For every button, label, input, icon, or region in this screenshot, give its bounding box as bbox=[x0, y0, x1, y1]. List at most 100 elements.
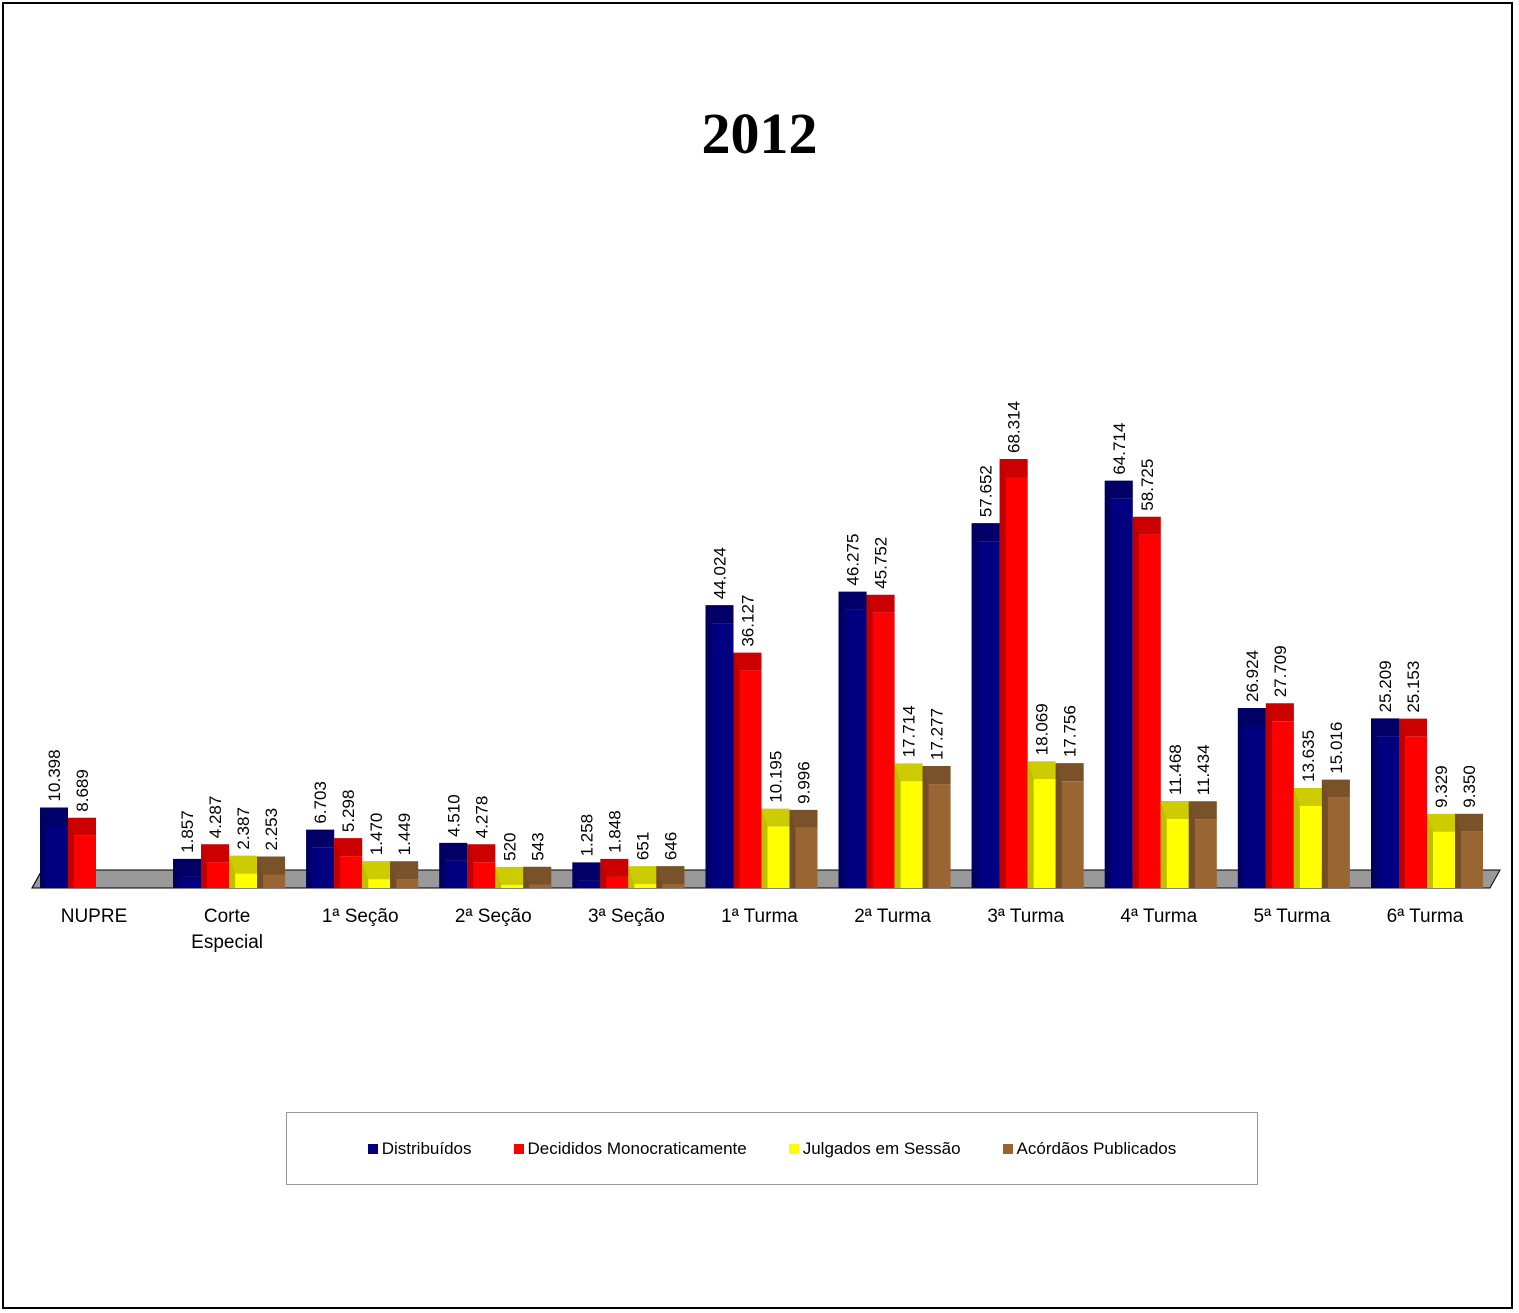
bar-shade bbox=[439, 842, 446, 888]
bar-top bbox=[390, 861, 419, 880]
bar bbox=[229, 855, 258, 888]
data-label: 1.470 bbox=[367, 813, 386, 856]
category-label: 3ª Seção bbox=[588, 906, 665, 927]
bar bbox=[68, 817, 96, 888]
bar-shade bbox=[173, 858, 180, 888]
bar-shade bbox=[600, 858, 607, 888]
bar-top bbox=[257, 856, 286, 875]
data-label: 10.195 bbox=[767, 751, 786, 803]
data-label: 11.434 bbox=[1194, 744, 1213, 795]
legend-swatch bbox=[367, 1143, 378, 1154]
bar-front bbox=[523, 884, 552, 888]
data-label: 27.709 bbox=[1271, 645, 1290, 697]
bar-front bbox=[495, 884, 524, 888]
data-label: 64.714 bbox=[1110, 423, 1129, 475]
bar bbox=[705, 605, 734, 888]
data-label: 6.703 bbox=[311, 781, 330, 824]
bar bbox=[306, 829, 335, 888]
category-label: 2ª Turma bbox=[854, 906, 931, 927]
bar-shade bbox=[257, 856, 264, 888]
data-label: 4.278 bbox=[472, 796, 491, 839]
bar bbox=[1455, 813, 1483, 888]
bar bbox=[1371, 718, 1399, 888]
bar-shade bbox=[523, 866, 530, 888]
bar-front bbox=[229, 873, 258, 888]
bar-top bbox=[439, 842, 468, 861]
bar-top bbox=[600, 858, 629, 877]
bar-shade bbox=[334, 838, 341, 888]
data-label: 1.857 bbox=[178, 810, 197, 853]
bar-top bbox=[1371, 718, 1399, 737]
data-label: 543 bbox=[528, 832, 547, 860]
category-label: NUPRE bbox=[61, 906, 128, 927]
bar-shade bbox=[894, 763, 901, 888]
bar-top bbox=[1265, 703, 1294, 722]
bar-front bbox=[173, 876, 202, 888]
bar-top bbox=[838, 591, 867, 610]
bar-top bbox=[229, 855, 258, 874]
bar-top bbox=[1455, 813, 1483, 832]
category-label: 2ª Seção bbox=[455, 906, 532, 927]
bar bbox=[733, 652, 762, 888]
data-label: 2.253 bbox=[262, 808, 281, 851]
bar-shade bbox=[201, 844, 208, 888]
bar bbox=[1027, 761, 1056, 888]
data-label: 45.752 bbox=[872, 537, 891, 589]
data-label: 9.329 bbox=[1432, 765, 1451, 808]
bar bbox=[1188, 801, 1217, 888]
bar bbox=[628, 866, 657, 888]
bar bbox=[201, 844, 230, 888]
bar-shade bbox=[789, 809, 796, 888]
bar-top bbox=[1321, 779, 1350, 798]
bar-shade bbox=[1427, 813, 1433, 888]
bar-top bbox=[523, 866, 552, 885]
data-label: 1.449 bbox=[395, 813, 414, 856]
bar-top bbox=[68, 817, 96, 836]
bar bbox=[1427, 813, 1455, 888]
data-label: 646 bbox=[661, 832, 680, 860]
bar bbox=[173, 858, 202, 888]
bar-top bbox=[1027, 761, 1056, 780]
bar-front bbox=[257, 874, 286, 888]
bar-front bbox=[390, 879, 419, 888]
bar-shade bbox=[1055, 763, 1062, 888]
bar-top bbox=[1188, 801, 1217, 820]
category-label: 1ª Seção bbox=[322, 906, 399, 927]
legend-label: Distribuídos bbox=[381, 1138, 472, 1158]
bar bbox=[1293, 787, 1322, 888]
bar-shade bbox=[362, 861, 369, 888]
bar-shade bbox=[68, 817, 74, 888]
bar-top bbox=[334, 838, 363, 857]
data-label: 15.016 bbox=[1327, 722, 1346, 774]
bar-front bbox=[628, 884, 657, 888]
bar-top bbox=[733, 652, 762, 671]
bar bbox=[334, 838, 363, 888]
bar-shade bbox=[866, 594, 873, 888]
data-label: 46.275 bbox=[844, 534, 863, 586]
bar bbox=[1132, 516, 1161, 888]
bar-top bbox=[761, 808, 790, 827]
data-label: 57.652 bbox=[977, 465, 996, 517]
data-label: 651 bbox=[633, 832, 652, 860]
bar bbox=[971, 523, 1000, 888]
data-label: 26.924 bbox=[1243, 650, 1262, 702]
bar bbox=[1160, 801, 1189, 888]
bar-top bbox=[922, 766, 951, 785]
bar bbox=[922, 766, 951, 888]
bar-shade bbox=[390, 861, 397, 888]
bar-top bbox=[1132, 516, 1161, 535]
bar-top bbox=[789, 809, 818, 828]
bar bbox=[40, 807, 68, 888]
bar-top bbox=[495, 866, 524, 885]
bar-shade bbox=[40, 807, 46, 888]
bar-top bbox=[705, 605, 734, 624]
category-label: 1ª Turma bbox=[721, 906, 798, 927]
bar-shade bbox=[1188, 801, 1195, 888]
bar bbox=[866, 594, 895, 888]
bar bbox=[999, 459, 1028, 888]
bar-shade bbox=[628, 866, 635, 888]
data-label: 68.314 bbox=[1005, 401, 1024, 453]
bar-shade bbox=[999, 459, 1006, 888]
bar bbox=[1237, 708, 1266, 888]
bar-top bbox=[467, 844, 496, 863]
